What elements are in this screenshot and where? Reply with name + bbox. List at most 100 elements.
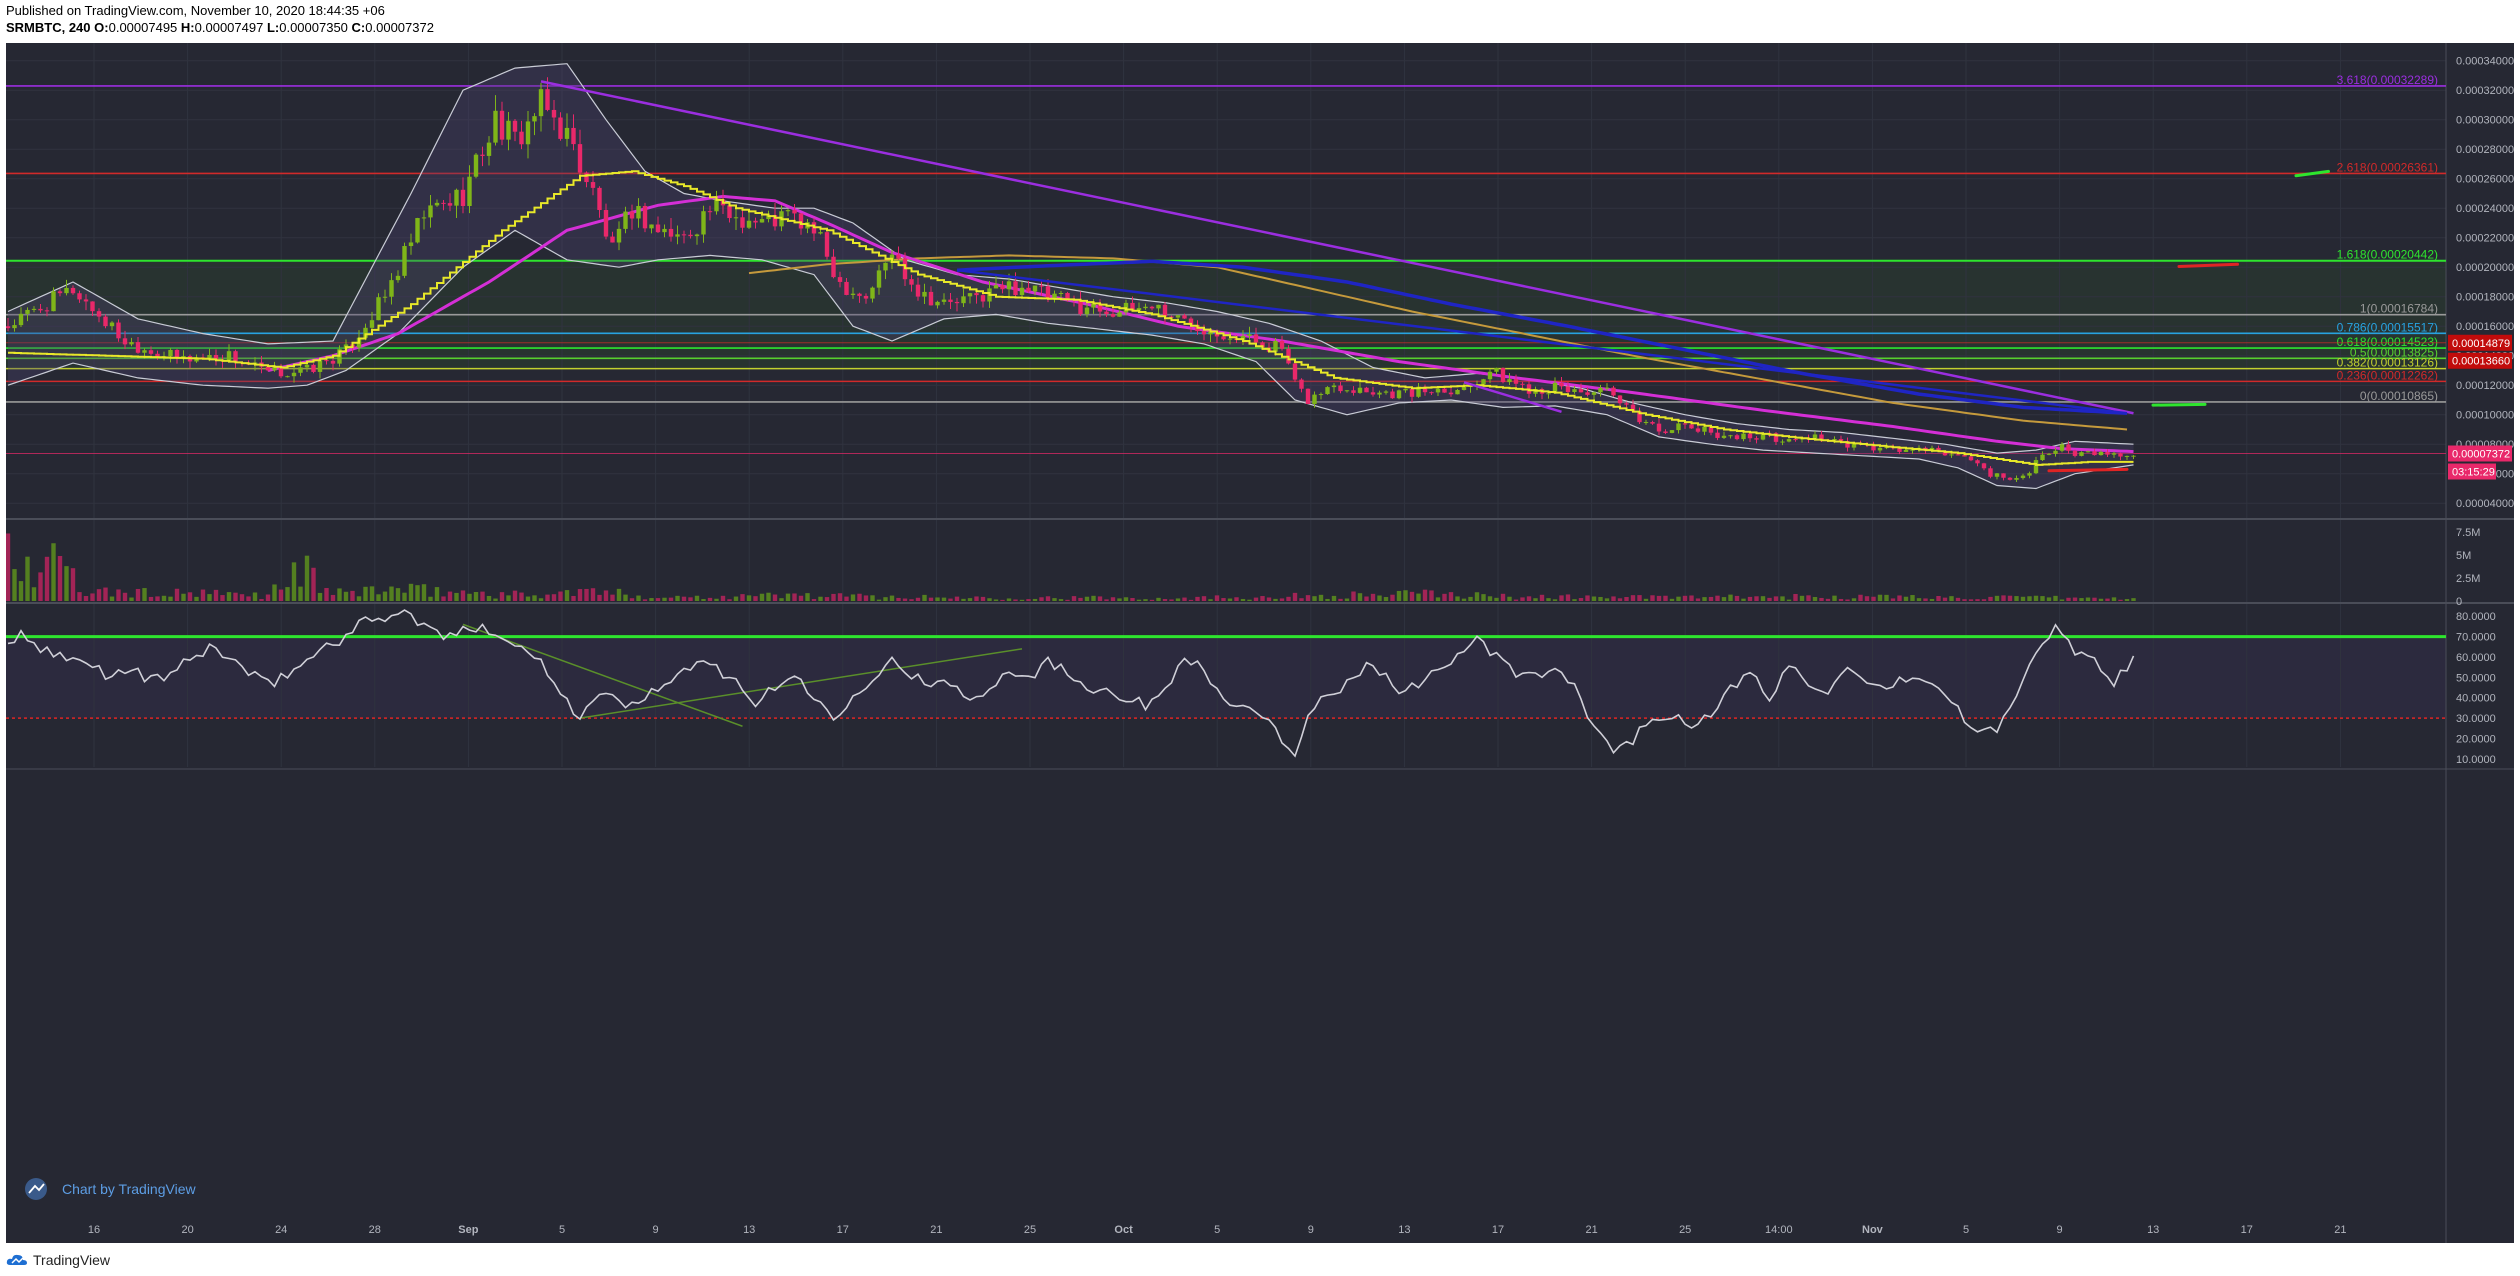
candle-body xyxy=(1390,391,1395,399)
volume-bar xyxy=(681,596,687,601)
volume-bar xyxy=(51,543,56,601)
candle-body xyxy=(564,127,570,139)
volume-bar xyxy=(1201,596,1207,601)
volume-bar xyxy=(376,594,381,601)
price-axis-label: 0.00024000 xyxy=(2456,203,2514,215)
volume-bar xyxy=(272,584,277,601)
tradingview-footer[interactable]: TradingView xyxy=(6,1250,110,1270)
candle-body xyxy=(954,301,960,304)
volume-bar xyxy=(168,596,173,601)
volume-bar xyxy=(1838,598,1844,601)
candle-body xyxy=(213,355,219,361)
candle-body xyxy=(2066,444,2071,451)
volume-bar xyxy=(1078,597,1083,601)
volume-bar xyxy=(1032,598,1038,601)
candle-body xyxy=(330,360,336,364)
volume-bar xyxy=(1455,596,1460,601)
candle-body xyxy=(1630,404,1636,412)
candle-body xyxy=(577,144,583,173)
candle-body xyxy=(1013,281,1018,296)
time-axis-label: 24 xyxy=(275,1224,287,1236)
volume-bar xyxy=(233,592,238,601)
volume-bar xyxy=(109,596,115,601)
volume-bar xyxy=(1019,599,1025,601)
candle-body xyxy=(1442,388,1447,393)
volume-bar xyxy=(909,599,914,601)
volume-bar xyxy=(473,591,479,601)
volume-bar xyxy=(1500,593,1506,601)
candle-body xyxy=(584,172,589,183)
volume-bar xyxy=(1637,595,1642,601)
candle-body xyxy=(1253,334,1259,343)
chart-canvas[interactable]: 3.618(0.00032289) 2.618(0.00026361) 1.618(… xyxy=(6,43,2514,1243)
candle-body xyxy=(1448,392,1454,395)
volume-bar xyxy=(538,598,544,601)
time-axis-label: 16 xyxy=(88,1224,100,1236)
symbol-ohlc-line: SRMBTC, 240 O:0.00007495 H:0.00007497 L:… xyxy=(6,19,434,36)
candle-body xyxy=(1832,439,1837,441)
chart-area[interactable]: 3.618(0.00032289) 2.618(0.00026361) 1.618(… xyxy=(6,43,2514,1243)
volume-bar xyxy=(1604,598,1610,601)
volume-bar xyxy=(1318,594,1324,601)
candle-body xyxy=(1032,285,1038,292)
candle-body xyxy=(837,277,843,282)
volume-bar xyxy=(1286,596,1291,601)
candle-body xyxy=(1708,426,1714,433)
volume-bar xyxy=(70,568,76,601)
candle-body xyxy=(519,131,524,145)
candle-body xyxy=(1968,456,1974,461)
volume-bar xyxy=(948,598,953,601)
candle-body xyxy=(1663,431,1668,433)
volume-bar xyxy=(1390,594,1395,601)
candle-body xyxy=(1201,331,1207,335)
volume-bar xyxy=(1936,595,1941,601)
candle-body xyxy=(1403,388,1408,391)
candle-body xyxy=(1455,389,1460,395)
volume-bar xyxy=(1058,599,1064,601)
volume-bar xyxy=(603,590,609,601)
volume-bar xyxy=(1877,594,1883,601)
candle-body xyxy=(1897,447,1902,452)
candle-body xyxy=(1591,392,1597,395)
price-axis-label: 0.00012000 xyxy=(2456,380,2514,392)
candle-body xyxy=(1780,441,1785,443)
time-axis-label: Sep xyxy=(458,1224,478,1236)
candle-body xyxy=(233,351,238,363)
volume-bar xyxy=(220,595,225,601)
candle-body xyxy=(454,189,459,206)
rsi-axis-label: 10.0000 xyxy=(2456,754,2496,766)
volume-bar xyxy=(863,595,869,601)
candle-body xyxy=(850,293,856,295)
volume-bar xyxy=(1728,594,1733,601)
volume-bar xyxy=(1162,599,1168,601)
candle-body xyxy=(77,293,82,300)
candle-body xyxy=(714,199,719,212)
volume-bar xyxy=(714,598,719,601)
volume-bar xyxy=(928,597,934,601)
candle-body xyxy=(1669,430,1675,433)
candle-body xyxy=(2014,478,2019,480)
candle-body xyxy=(434,202,440,206)
candle-body xyxy=(1312,394,1317,404)
chart-by-tradingview-watermark xyxy=(25,1178,47,1200)
ma-magenta-line xyxy=(267,194,2134,454)
candle-body xyxy=(558,117,563,139)
volume-bar xyxy=(629,598,635,601)
candle-body xyxy=(265,366,271,371)
volume-bar xyxy=(1721,597,1727,601)
volume-bar xyxy=(1481,594,1486,601)
volume-bar xyxy=(1260,596,1265,601)
volume-bar xyxy=(12,569,17,601)
time-axis-label: 9 xyxy=(2057,1224,2063,1236)
volume-bar xyxy=(454,592,459,601)
candle-body xyxy=(603,209,609,237)
volume-bar xyxy=(285,587,290,601)
volume-bar xyxy=(532,595,537,601)
volume-bar xyxy=(1585,595,1590,601)
volume-bar xyxy=(350,590,355,601)
candle-body xyxy=(1279,340,1285,349)
fib-level-label: 0.5(0.00013825) xyxy=(2350,345,2438,359)
volume-bar xyxy=(779,598,784,601)
volume-bar xyxy=(278,589,284,601)
volume-bar xyxy=(317,592,323,601)
